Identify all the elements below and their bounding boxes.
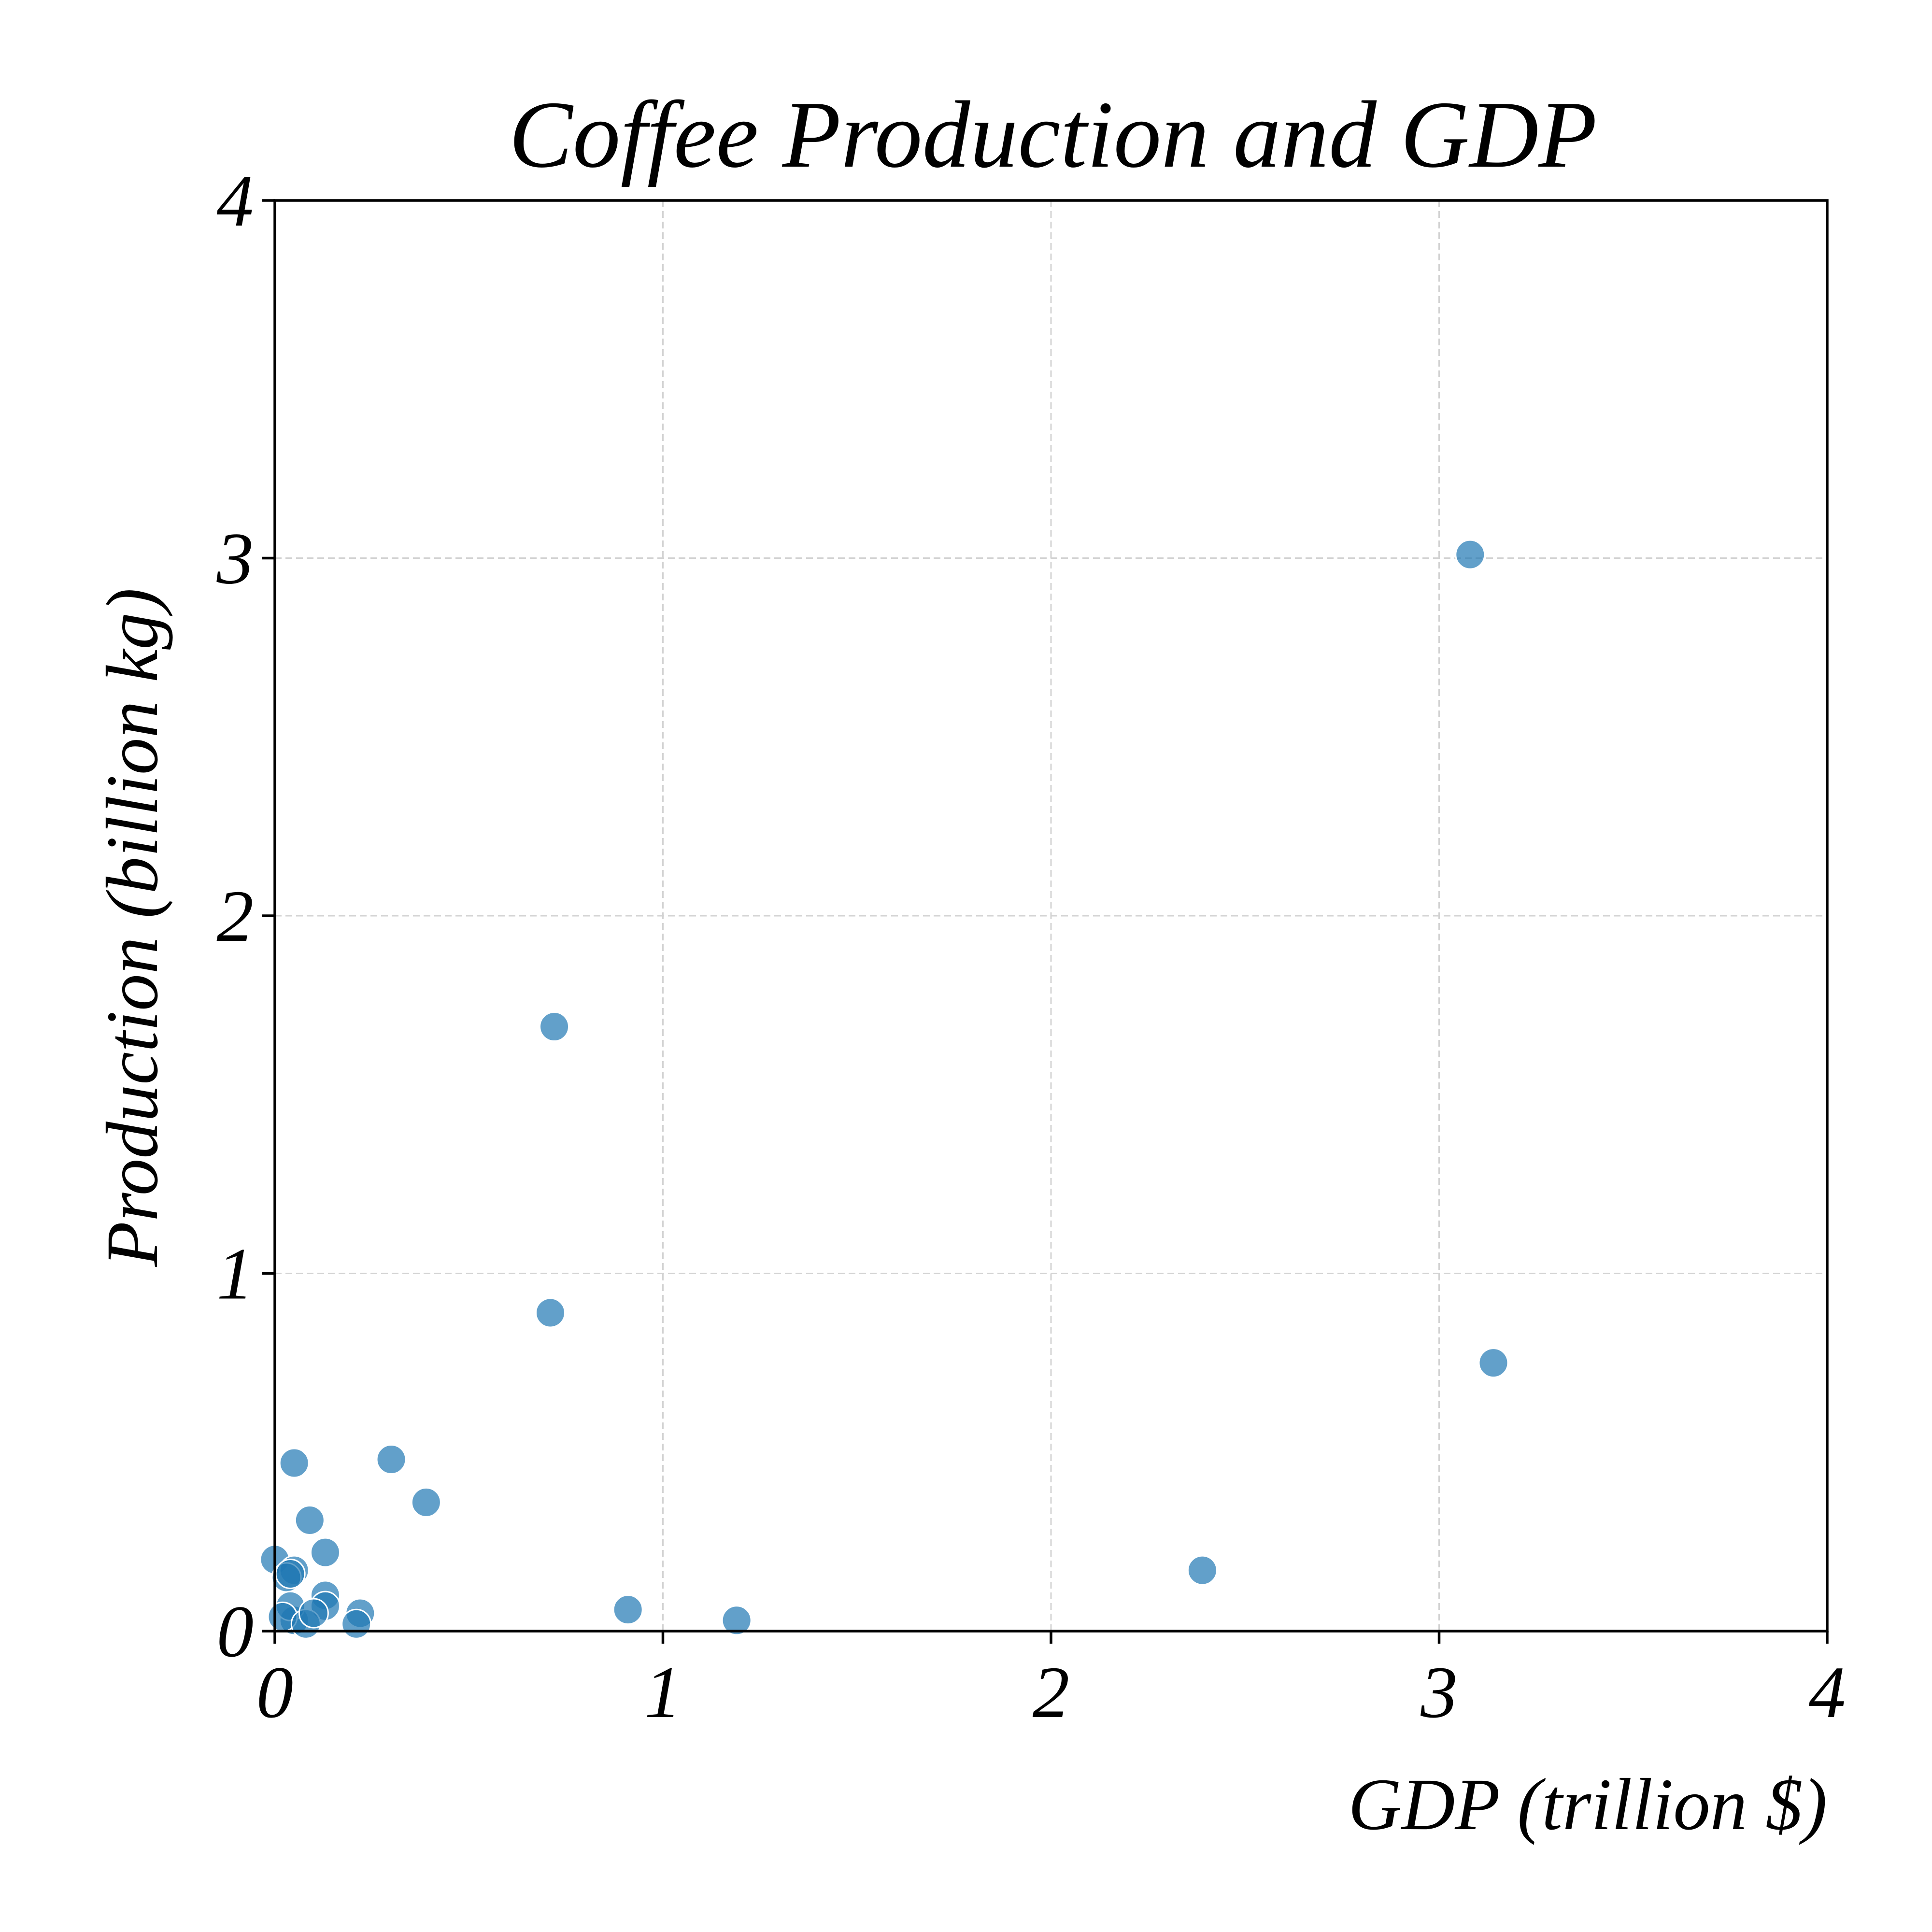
data-point	[539, 1011, 570, 1042]
x-axis-ticks: 0 1 2 3 4	[256, 1631, 1846, 1733]
x-tick-label: 3	[1420, 1652, 1458, 1733]
y-tick-label: 0	[217, 1591, 254, 1673]
data-point	[721, 1605, 752, 1636]
data-point	[376, 1444, 407, 1475]
y-tick-label: 1	[217, 1234, 254, 1315]
y-tick-label: 4	[217, 160, 254, 242]
data-point	[279, 1448, 310, 1478]
data-point	[535, 1297, 566, 1328]
data-points	[259, 539, 1509, 1639]
chart-title: Coffee Production and GDP	[509, 82, 1597, 187]
data-point	[1187, 1555, 1218, 1586]
x-tick-label: 2	[1033, 1652, 1070, 1733]
y-axis-ticks: 0 1 2 3 4	[216, 160, 275, 1673]
grid-lines	[275, 200, 1827, 1631]
x-tick-label: 0	[256, 1652, 294, 1733]
y-tick-label: 3	[216, 518, 254, 600]
data-point	[341, 1608, 372, 1639]
data-point	[1455, 539, 1486, 570]
y-tick-label: 2	[217, 876, 254, 957]
data-point	[612, 1594, 643, 1625]
data-point	[1478, 1348, 1509, 1378]
data-point	[310, 1537, 341, 1568]
x-tick-label: 1	[644, 1652, 682, 1733]
data-point	[411, 1487, 441, 1518]
y-axis-label: Production (billion kg)	[92, 588, 173, 1267]
x-tick-label: 4	[1809, 1652, 1846, 1733]
x-axis-label: GDP (trillion $)	[1348, 1764, 1827, 1846]
data-point	[275, 1559, 306, 1590]
data-point	[298, 1598, 329, 1629]
data-point	[294, 1505, 325, 1535]
